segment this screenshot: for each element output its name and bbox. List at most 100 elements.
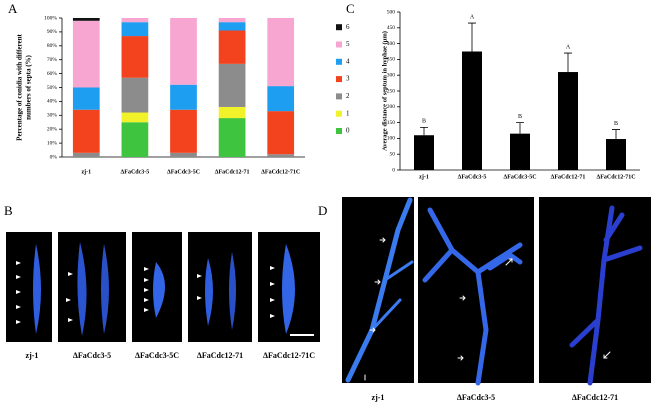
y-tick-label: 100% (44, 15, 57, 21)
y-tick-label: 350 (387, 57, 396, 63)
image-caption: ΔFaCdc3-5 (457, 393, 495, 402)
bar-segment (267, 86, 295, 112)
legend-label: 2 (346, 92, 350, 100)
bar-segment (170, 18, 197, 85)
bar-segment (170, 84, 197, 110)
bar (606, 139, 626, 170)
bar-segment (267, 18, 295, 87)
y-tick-label: 30% (47, 113, 58, 119)
y-tick-label: 50% (47, 85, 58, 91)
error-bar (612, 129, 620, 140)
bar-segment (72, 109, 100, 153)
error-bar (564, 52, 572, 73)
x-tick-label: ΔFaCdc12-71 (551, 174, 586, 180)
bar-segment (121, 22, 149, 37)
y-tick-label: 50 (390, 151, 396, 157)
significance-letter: B (518, 114, 522, 120)
y-tick-label: 10% (47, 140, 58, 146)
bar-segment (218, 22, 246, 31)
x-tick-label: ΔFaCdc3-5 (458, 174, 487, 180)
significance-letter: B (614, 121, 618, 127)
error-bar (420, 126, 428, 136)
x-tick-label: ΔFaCdc3-5C (167, 169, 200, 175)
bar-segment (218, 18, 246, 23)
x-tick-label: ΔFaCdc12-71C (261, 169, 300, 175)
image-caption: ΔFaCdc12-71 (197, 351, 243, 360)
y-tick-label: 60% (47, 71, 58, 77)
panel-label: B (4, 203, 13, 218)
error-bar (468, 22, 476, 52)
legend-swatch (336, 24, 342, 31)
y-axis-label: numbers of septa (%) (25, 54, 33, 119)
image-caption: zj-1 (372, 393, 385, 402)
x-tick-label: zj-1 (419, 174, 429, 180)
y-tick-label: 0% (50, 154, 58, 160)
legend-swatch (336, 93, 342, 100)
bar-segment (267, 111, 295, 155)
bar (558, 72, 578, 170)
y-tick-label: 70% (47, 57, 58, 63)
legend-swatch (336, 110, 342, 117)
legend-label: 0 (346, 127, 350, 135)
image-caption: ΔFaCdc12-71 (572, 393, 618, 402)
y-tick-label: 500 (387, 9, 396, 15)
bar-segment (72, 20, 100, 88)
bar-segment (170, 152, 197, 157)
micrograph-d (342, 197, 651, 386)
image-caption: zj-1 (26, 351, 39, 360)
panel-label: D (318, 203, 327, 218)
x-tick-label: zj-1 (81, 169, 91, 175)
y-tick-label: 250 (387, 88, 396, 94)
y-tick-label: 20% (47, 126, 58, 132)
bar-segment (121, 77, 149, 113)
image-caption: ΔFaCdc12-71C (263, 351, 315, 360)
bar-segment (170, 109, 197, 153)
legend-swatch (336, 128, 342, 134)
y-tick-label: 150 (387, 120, 396, 126)
significance-letter: B (422, 119, 426, 125)
y-tick-label: 100 (387, 136, 396, 142)
x-tick-label: ΔFaCdc3-5C (503, 174, 536, 180)
bar (414, 135, 434, 170)
bar-segment (218, 106, 246, 119)
y-tick-label: 400 (387, 41, 396, 47)
legend-swatch (336, 76, 342, 83)
legend-label: 6 (346, 23, 350, 31)
legend-swatch (336, 41, 342, 48)
y-axis-label: Percentage of conidia with different (16, 34, 24, 141)
legend-label: 4 (346, 57, 350, 65)
legend-label: 1 (346, 109, 350, 117)
micrograph-b (6, 232, 320, 342)
bar-segment (267, 154, 295, 157)
x-tick-label: ΔFaCdc12-71C (596, 174, 635, 180)
bar-segment (72, 87, 100, 110)
bar-segment (121, 112, 149, 123)
bar-segment (72, 18, 100, 21)
bar-segment (72, 152, 100, 157)
image-caption: ΔFaCdc3-5C (135, 351, 179, 360)
bar-segment (121, 18, 149, 23)
panel-label: C (346, 1, 355, 16)
x-tick-label: ΔFaCdc12-71 (215, 169, 250, 175)
y-tick-label: 200 (387, 104, 396, 110)
bar-segment (218, 30, 246, 64)
bar-segment (121, 122, 149, 157)
legend-swatch (336, 58, 342, 65)
y-tick-label: 80% (47, 43, 58, 49)
significance-letter: A (566, 44, 571, 50)
bar-segment (218, 63, 246, 107)
bar (510, 133, 530, 170)
y-tick-label: 300 (387, 72, 396, 78)
y-tick-label: 450 (387, 25, 396, 31)
x-tick-label: ΔFaCdc3-5 (121, 169, 150, 175)
error-bar (516, 122, 524, 134)
legend-label: 3 (346, 75, 350, 83)
y-axis-label: Average distance of septum in hyphae (μm… (381, 31, 388, 151)
panel-label: A (8, 1, 18, 16)
bar-segment (218, 118, 246, 157)
y-tick-label: 40% (47, 99, 58, 105)
bar (462, 51, 482, 170)
significance-letter: A (470, 14, 475, 20)
image-caption: ΔFaCdc3-5 (73, 351, 111, 360)
